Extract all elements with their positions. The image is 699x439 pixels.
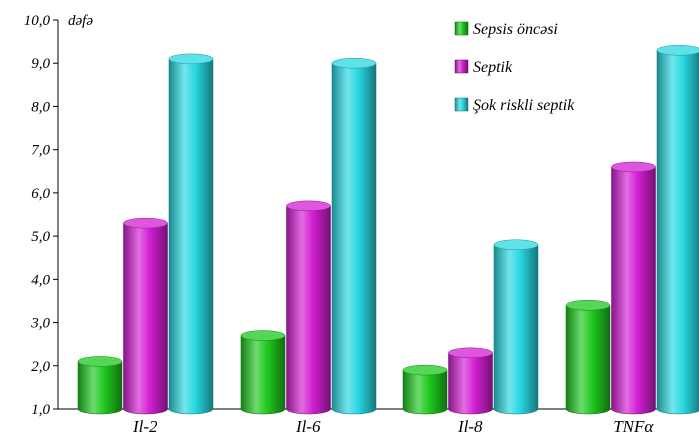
legend-item: Şok riskli septik: [454, 97, 575, 114]
bar-top: [168, 53, 214, 65]
bar-body: [331, 62, 377, 415]
legend-swatch: [454, 97, 469, 112]
bar-body: [286, 205, 331, 415]
y-tick-label: 4,0: [31, 272, 50, 288]
bar-il6-series-1: [240, 330, 286, 415]
bar-body: [168, 58, 214, 415]
bar-body: [448, 352, 493, 415]
bar-body: [123, 222, 168, 415]
bar-top: [448, 347, 493, 359]
bar-top: [493, 239, 539, 251]
bar-il6-series-2: [286, 200, 331, 415]
bar-il2-series-1: [77, 356, 123, 415]
bar-top: [331, 57, 377, 69]
category-labels: Il-2 Il-6 Il-8 TNFα: [132, 417, 654, 436]
bar-top: [402, 364, 448, 376]
bar-il8-series-2: [448, 347, 493, 415]
y-tick-label: 6,0: [31, 186, 50, 202]
bar-body: [656, 50, 699, 415]
bar-il8-series-1: [402, 364, 448, 415]
bar-tnfα-series-2: [611, 161, 656, 415]
y-tick-label: 10,0: [24, 13, 51, 29]
bars-group: [77, 45, 699, 415]
y-tick-label: 9,0: [31, 56, 50, 72]
y-tick-label: 3,0: [30, 316, 50, 332]
bar-il6-series-3: [331, 57, 377, 415]
y-tick-label: 2,0: [31, 359, 50, 375]
bar-il2-series-2: [123, 217, 168, 415]
bar-top: [77, 356, 123, 367]
category-label: Il-6: [295, 417, 321, 436]
legend-swatch: [454, 21, 469, 36]
bar-body: [565, 305, 611, 415]
y-tick-label: 5,0: [31, 229, 50, 245]
legend: Sepsis öncəsi Septik Şok riskli septik: [454, 21, 575, 114]
bar-body: [611, 166, 656, 415]
bar-body: [77, 361, 123, 415]
bar-top: [656, 45, 699, 56]
y-tick-label: 8,0: [31, 99, 50, 115]
bar-top: [565, 300, 611, 311]
category-label: TNFα: [613, 417, 654, 436]
y-axis-unit-label: dəfə: [68, 13, 93, 29]
bar-il2-series-3: [168, 53, 214, 415]
legend-label: Septik: [473, 59, 513, 76]
category-label: Il-8: [457, 417, 483, 436]
bar-top: [286, 200, 331, 212]
legend-item: Septik: [454, 59, 513, 76]
bar-top: [123, 217, 168, 229]
legend-swatch: [454, 59, 469, 74]
legend-item: Sepsis öncəsi: [454, 21, 558, 38]
bar-body: [240, 335, 286, 415]
bar-top: [611, 161, 656, 173]
legend-label: Sepsis öncəsi: [473, 21, 558, 38]
bar-body: [493, 244, 539, 415]
bar-top: [240, 330, 286, 341]
bar-tnfα-series-3: [656, 45, 699, 415]
bar-tnfα-series-1: [565, 300, 611, 415]
y-axis-ticks: 1,0 2,0 3,0 4,0 5,0 6,0 7,0 8,0 9,0 10,0: [24, 13, 58, 418]
y-tick-label: 1,0: [31, 402, 50, 418]
legend-label: Şok riskli septik: [473, 97, 575, 114]
bar-il8-series-3: [493, 239, 539, 415]
y-tick-label: 7,0: [31, 143, 50, 159]
bar-body: [402, 369, 448, 415]
category-label: Il-2: [132, 417, 158, 436]
